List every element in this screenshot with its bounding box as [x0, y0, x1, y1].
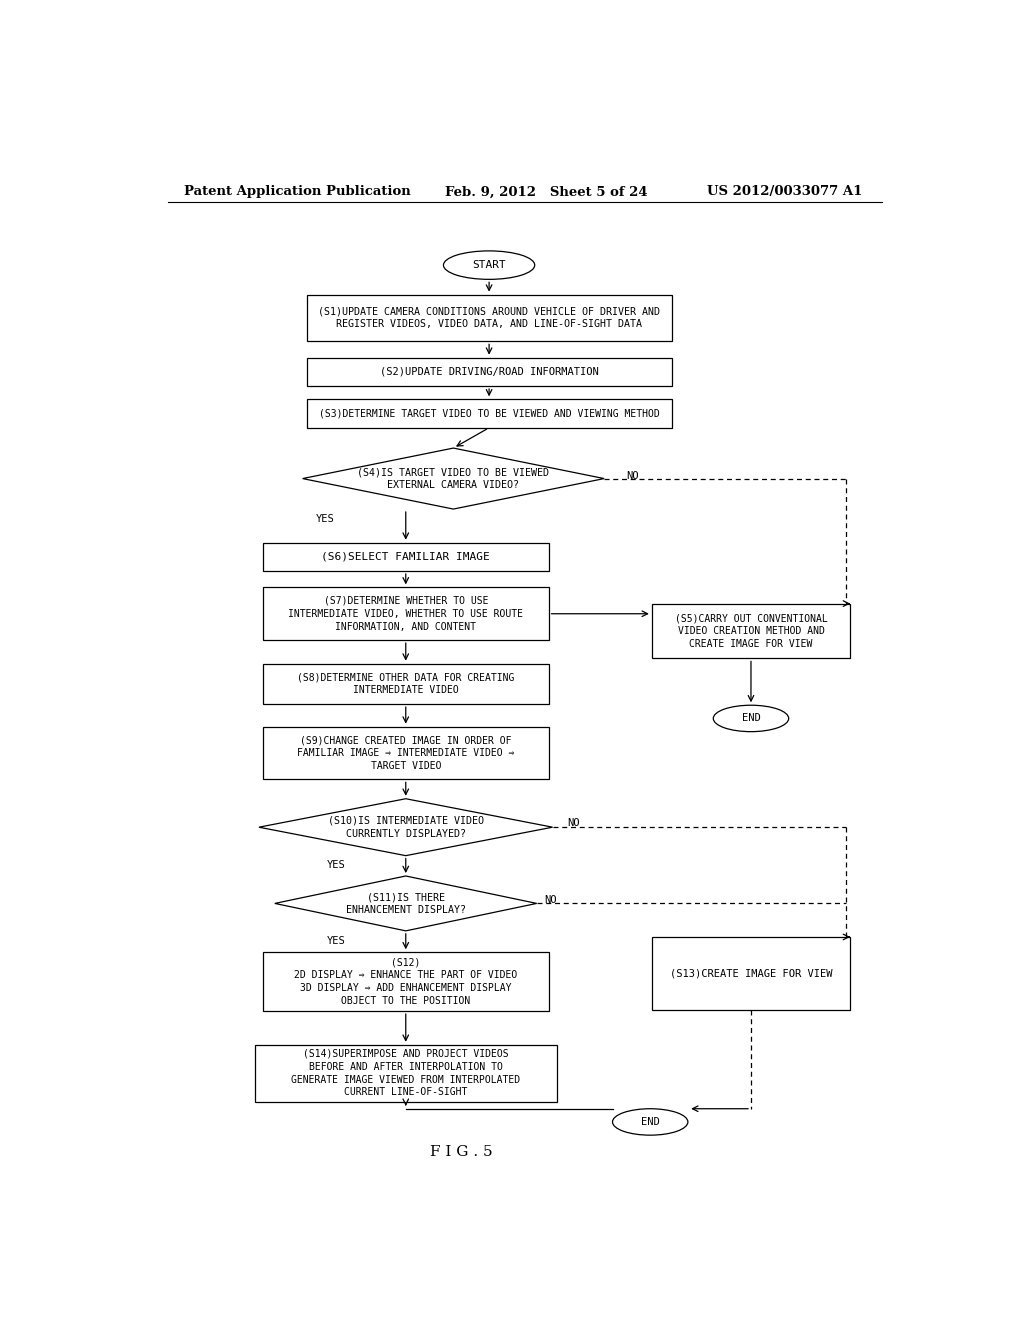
FancyBboxPatch shape — [652, 937, 850, 1010]
Text: (S1)UPDATE CAMERA CONDITIONS AROUND VEHICLE OF DRIVER AND
REGISTER VIDEOS, VIDEO: (S1)UPDATE CAMERA CONDITIONS AROUND VEHI… — [318, 306, 660, 330]
FancyBboxPatch shape — [652, 603, 850, 659]
FancyBboxPatch shape — [263, 952, 549, 1011]
Text: US 2012/0033077 A1: US 2012/0033077 A1 — [708, 185, 862, 198]
Text: (S9)CHANGE CREATED IMAGE IN ORDER OF
FAMILIAR IMAGE ⇒ INTERMEDIATE VIDEO ⇒
TARGE: (S9)CHANGE CREATED IMAGE IN ORDER OF FAM… — [297, 735, 514, 771]
Polygon shape — [274, 876, 537, 931]
Text: Feb. 9, 2012   Sheet 5 of 24: Feb. 9, 2012 Sheet 5 of 24 — [445, 185, 648, 198]
FancyBboxPatch shape — [263, 543, 549, 572]
Text: F I G . 5: F I G . 5 — [430, 1146, 493, 1159]
FancyBboxPatch shape — [263, 664, 549, 704]
Polygon shape — [303, 447, 604, 510]
Text: START: START — [472, 260, 506, 271]
Text: NO: NO — [627, 470, 639, 480]
Text: YES: YES — [316, 515, 335, 524]
Text: (S8)DETERMINE OTHER DATA FOR CREATING
INTERMEDIATE VIDEO: (S8)DETERMINE OTHER DATA FOR CREATING IN… — [297, 672, 514, 696]
Text: (S11)IS THERE
ENHANCEMENT DISPLAY?: (S11)IS THERE ENHANCEMENT DISPLAY? — [346, 892, 466, 915]
FancyBboxPatch shape — [263, 587, 549, 640]
Text: (S3)DETERMINE TARGET VIDEO TO BE VIEWED AND VIEWING METHOD: (S3)DETERMINE TARGET VIDEO TO BE VIEWED … — [318, 408, 659, 418]
Text: Patent Application Publication: Patent Application Publication — [183, 185, 411, 198]
Polygon shape — [259, 799, 553, 855]
Text: (S14)SUPERIMPOSE AND PROJECT VIDEOS
BEFORE AND AFTER INTERPOLATION TO
GENERATE I: (S14)SUPERIMPOSE AND PROJECT VIDEOS BEFO… — [291, 1049, 520, 1097]
Text: NO: NO — [567, 818, 580, 828]
Text: END: END — [741, 713, 761, 723]
Text: (S12)
2D DISPLAY ⇒ ENHANCE THE PART OF VIDEO
3D DISPLAY ⇒ ADD ENHANCEMENT DISPLA: (S12) 2D DISPLAY ⇒ ENHANCE THE PART OF V… — [294, 957, 517, 1006]
Ellipse shape — [714, 705, 788, 731]
Text: (S5)CARRY OUT CONVENTIONAL
VIDEO CREATION METHOD AND
CREATE IMAGE FOR VIEW: (S5)CARRY OUT CONVENTIONAL VIDEO CREATIO… — [675, 614, 827, 649]
FancyBboxPatch shape — [255, 1044, 557, 1102]
Ellipse shape — [612, 1109, 688, 1135]
Text: (S4)IS TARGET VIDEO TO BE VIEWED
EXTERNAL CAMERA VIDEO?: (S4)IS TARGET VIDEO TO BE VIEWED EXTERNA… — [357, 467, 549, 490]
Text: YES: YES — [327, 936, 345, 946]
Text: YES: YES — [327, 859, 345, 870]
FancyBboxPatch shape — [306, 358, 672, 385]
Text: (S2)UPDATE DRIVING/ROAD INFORMATION: (S2)UPDATE DRIVING/ROAD INFORMATION — [380, 367, 598, 376]
Text: END: END — [641, 1117, 659, 1127]
Text: (S13)CREATE IMAGE FOR VIEW: (S13)CREATE IMAGE FOR VIEW — [670, 969, 833, 978]
FancyBboxPatch shape — [306, 399, 672, 428]
Text: (S7)DETERMINE WHETHER TO USE
INTERMEDIATE VIDEO, WHETHER TO USE ROUTE
INFORMATIO: (S7)DETERMINE WHETHER TO USE INTERMEDIAT… — [289, 595, 523, 631]
Text: (S10)IS INTERMEDIATE VIDEO
CURRENTLY DISPLAYED?: (S10)IS INTERMEDIATE VIDEO CURRENTLY DIS… — [328, 816, 483, 838]
FancyBboxPatch shape — [306, 294, 672, 342]
Ellipse shape — [443, 251, 535, 280]
Text: (S6)SELECT FAMILIAR IMAGE: (S6)SELECT FAMILIAR IMAGE — [322, 552, 490, 562]
FancyBboxPatch shape — [263, 726, 549, 779]
Text: NO: NO — [545, 895, 557, 906]
